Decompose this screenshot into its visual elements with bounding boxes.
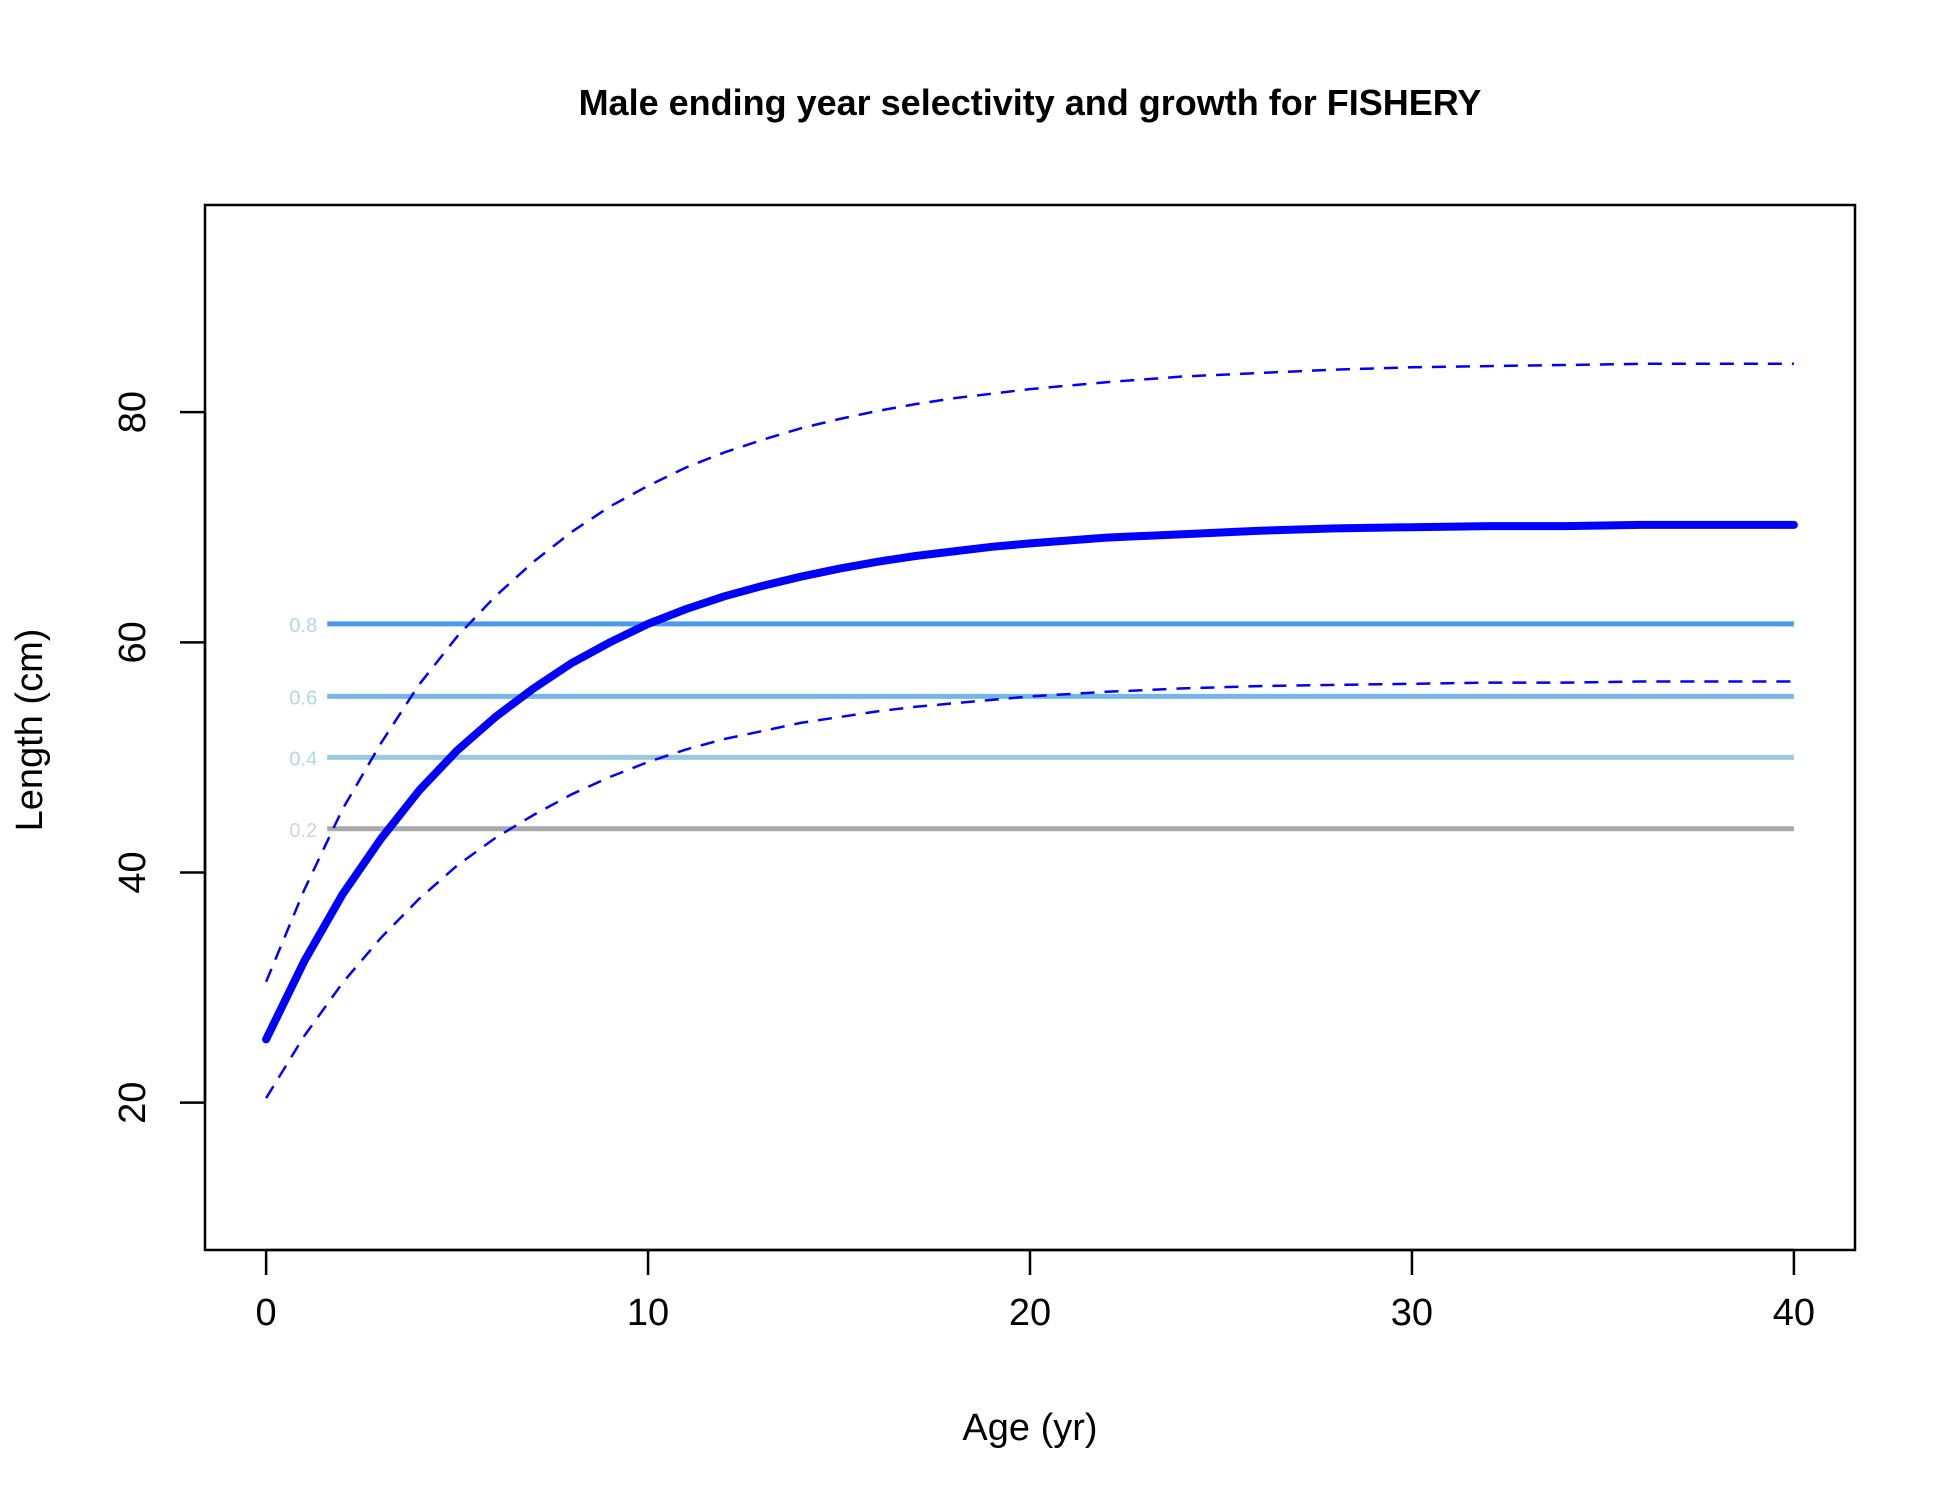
x-tick-label: 30 bbox=[1391, 1292, 1433, 1334]
y-tick-label: 20 bbox=[112, 1082, 154, 1124]
y-tick-label: 40 bbox=[112, 851, 154, 893]
x-axis-label: Age (yr) bbox=[962, 1407, 1097, 1449]
growth-interval-line bbox=[264, 362, 1794, 983]
growth-series bbox=[262, 362, 1798, 1099]
chart-title: Male ending year selectivity and growth … bbox=[579, 82, 1482, 123]
x-axis: 0 10 20 30 40 bbox=[256, 1248, 1815, 1334]
growth-curve-line bbox=[262, 520, 1798, 1044]
growth-interval-line bbox=[265, 680, 1794, 1099]
y-axis: 20 40 60 80 bbox=[112, 391, 207, 1124]
selectivity-label: 0.4 bbox=[289, 748, 317, 770]
selectivity-label: 0.2 bbox=[289, 820, 317, 842]
x-tick-label: 20 bbox=[1009, 1292, 1051, 1334]
selectivity-label: 0.6 bbox=[289, 687, 317, 709]
selectivity-lines: 0.2 0.4 0.6 0.8 bbox=[289, 615, 1794, 842]
y-tick-label: 60 bbox=[112, 621, 154, 663]
plot-frame bbox=[203, 203, 1857, 1252]
selectivity-label: 0.8 bbox=[289, 615, 317, 637]
x-tick-label: 0 bbox=[256, 1292, 277, 1334]
x-tick-label: 40 bbox=[1773, 1292, 1815, 1334]
y-tick-label: 80 bbox=[112, 391, 154, 433]
x-tick-label: 10 bbox=[627, 1292, 669, 1334]
y-axis-label: Length (cm) bbox=[9, 629, 51, 832]
